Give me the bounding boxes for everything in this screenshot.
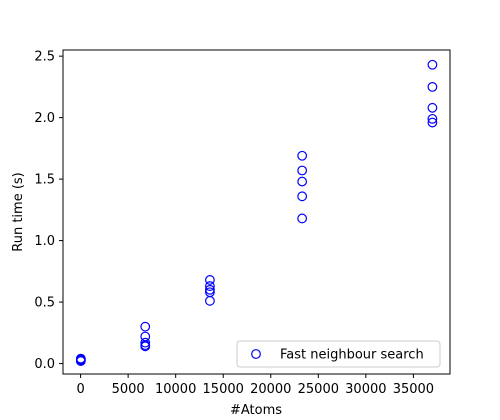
data-point xyxy=(140,337,151,348)
x-axis-ticks: 0 5000 10000 15000 20000 25000 30000 35000 xyxy=(76,374,434,397)
x-tick-label: 20000 xyxy=(250,382,291,397)
x-tick-label: 10000 xyxy=(155,382,196,397)
y-axis-ticks: 0.0 0.5 1.0 1.5 2.0 2.5 xyxy=(34,50,63,372)
legend-marker xyxy=(251,349,261,359)
data-point xyxy=(205,295,215,306)
y-tick-label: 1.5 xyxy=(34,173,55,188)
data-point xyxy=(205,281,215,291)
data-point xyxy=(427,117,438,128)
data-point xyxy=(297,213,308,224)
y-tick-label: 0.5 xyxy=(34,296,55,311)
legend-label: Fast neighbour search xyxy=(280,348,424,363)
y-tick-label: 0.0 xyxy=(34,357,55,372)
data-point xyxy=(140,321,151,332)
data-point xyxy=(297,150,308,161)
data-point xyxy=(427,59,438,70)
x-tick-label: 5000 xyxy=(112,382,145,397)
plot-area xyxy=(62,49,451,375)
data-point xyxy=(75,354,86,365)
axes-frame xyxy=(62,49,451,375)
data-point xyxy=(427,113,438,124)
data-point xyxy=(427,81,438,92)
data-point xyxy=(297,191,308,202)
x-tick-label: 25000 xyxy=(298,382,339,397)
x-tick-label: 15000 xyxy=(203,382,244,397)
data-point xyxy=(205,275,215,285)
x-tick-label: 35000 xyxy=(393,382,434,397)
y-tick-label: 2.5 xyxy=(34,50,55,65)
x-axis-label: #Atoms xyxy=(230,403,282,418)
data-point xyxy=(297,176,308,187)
y-tick-label: 1.0 xyxy=(34,234,55,249)
legend-box xyxy=(236,340,441,368)
y-tick-label: 2.0 xyxy=(34,111,55,126)
x-tick-label: 0 xyxy=(76,382,84,397)
data-point xyxy=(140,341,151,352)
y-axis-label: Run time (s) xyxy=(11,172,26,251)
legend: Fast neighbour search xyxy=(236,340,441,368)
x-tick-label: 30000 xyxy=(345,382,386,397)
data-point xyxy=(205,284,215,295)
data-point xyxy=(297,165,308,176)
data-point xyxy=(427,102,438,113)
data-points xyxy=(75,59,438,366)
